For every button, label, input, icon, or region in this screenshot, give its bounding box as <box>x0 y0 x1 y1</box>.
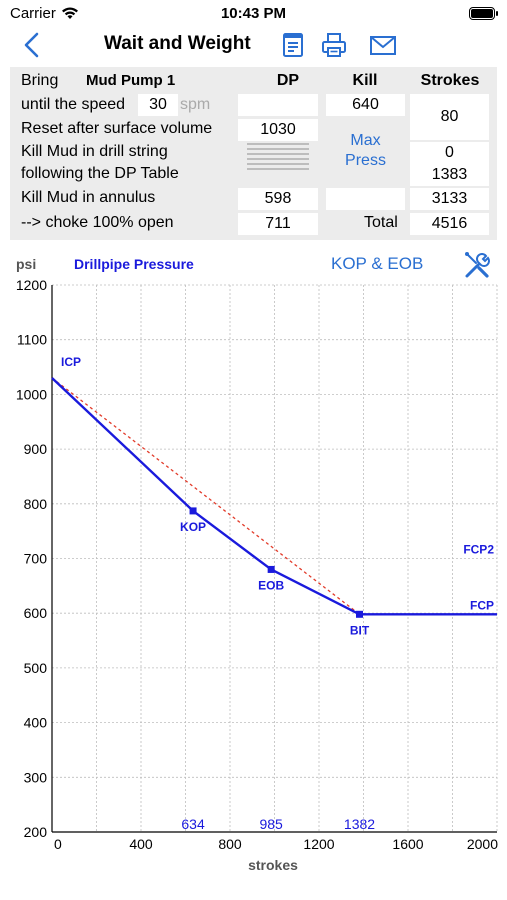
speed-input[interactable]: 30 <box>138 94 178 116</box>
total-strokes-value: 4516 <box>410 213 489 235</box>
bring-label: Bring <box>21 72 59 89</box>
battery-icon <box>469 7 498 20</box>
marker-kop <box>189 507 197 515</box>
kill-sheet-table: Bring Mud Pump 1 DP Kill Strokes until t… <box>10 67 497 240</box>
y-tick-label: 1200 <box>16 278 47 293</box>
x-tick-label: 800 <box>218 836 242 852</box>
chart-header: psi Drillpipe Pressure KOP & EOB <box>0 250 507 280</box>
marker-label-kop: KOP <box>180 520 206 534</box>
y-tick-label: 1100 <box>17 332 47 348</box>
max-press-line-1[interactable]: Max <box>350 132 381 149</box>
drillpipe-pressure-chart: 200 300 400 500 600 700 800 900 1000 1100 1200 0 400… <box>16 278 498 873</box>
annulus-label: Kill Mud in annulus <box>21 189 156 206</box>
strokes-reset-value: 0 <box>445 144 454 161</box>
x-axis-title: strokes <box>248 857 298 873</box>
y-tick-label: 800 <box>24 496 48 512</box>
marker-eob <box>267 565 275 573</box>
strokes-speed-value: 80 <box>410 94 489 140</box>
x-tick-label: 1200 <box>303 836 334 852</box>
total-label: Total <box>364 214 398 231</box>
choke-dp-value: 711 <box>238 213 318 235</box>
navigation-bar: Wait and Weight <box>0 28 507 64</box>
page-title: Wait and Weight <box>104 33 251 54</box>
carrier-label: Carrier <box>10 5 56 22</box>
choke-label: --> choke 100% open <box>21 214 174 231</box>
x-marker-985: 985 <box>259 816 283 832</box>
y-tick-label: 600 <box>24 605 48 621</box>
annotation-icp: ICP <box>61 355 81 369</box>
column-header-dp: DP <box>276 72 300 89</box>
strokes-drillstring-value: 1383 <box>431 166 468 183</box>
marker-bit <box>355 610 363 618</box>
annulus-kill-cell <box>326 188 405 210</box>
dp-table-placeholder <box>247 143 309 173</box>
back-chevron-icon[interactable] <box>18 30 48 60</box>
strokes-drillstring-box: 0 1383 <box>410 142 489 186</box>
max-press-line-2[interactable]: Press <box>345 152 386 169</box>
column-header-strokes: Strokes <box>420 72 480 89</box>
marker-label-eob: EOB <box>258 578 284 592</box>
annotation-fcp: FCP <box>470 598 494 612</box>
series-title: Drillpipe Pressure <box>74 256 194 272</box>
reference-line <box>51 377 360 615</box>
x-tick-label: 2000 <box>467 836 498 852</box>
y-tick-label: 500 <box>24 660 48 676</box>
annulus-strokes-value: 3133 <box>410 188 489 210</box>
y-tick-label: 200 <box>24 824 48 840</box>
status-bar: Carrier 10:43 PM <box>0 0 507 28</box>
kill-speed-value: 640 <box>326 94 405 116</box>
wifi-icon <box>61 7 78 19</box>
print-icon[interactable] <box>320 31 348 59</box>
annotation-fcp2: FCP2 <box>463 543 494 557</box>
dp-speed-cell <box>238 94 318 116</box>
marker-label-bit: BIT <box>350 623 370 637</box>
speed-unit: spm <box>180 96 211 113</box>
y-unit-label: psi <box>16 256 37 272</box>
x-tick-label: 1600 <box>392 836 423 852</box>
kop-eob-button[interactable]: KOP & EOB <box>331 254 424 273</box>
x-marker-634: 634 <box>181 816 205 832</box>
speed-label: until the speed <box>21 96 126 113</box>
y-tick-label: 400 <box>24 715 48 731</box>
y-tick-label: 700 <box>24 551 48 567</box>
reset-dp-value: 1030 <box>238 119 318 141</box>
document-icon[interactable] <box>279 31 307 59</box>
x-marker-1382: 1382 <box>344 816 375 832</box>
status-time: 10:43 PM <box>220 5 287 22</box>
y-tick-label: 900 <box>24 441 48 457</box>
reset-label: Reset after surface volume <box>21 120 213 137</box>
x-tick-label: 400 <box>129 836 153 852</box>
y-tick-label: 300 <box>24 769 48 785</box>
kill-drillstring-label-1: Kill Mud in drill string <box>21 143 168 160</box>
annulus-dp-value: 598 <box>238 188 318 210</box>
column-header-kill: Kill <box>352 72 378 89</box>
y-tick-label: 1000 <box>16 386 47 402</box>
tools-icon[interactable] <box>462 250 492 280</box>
carrier-group: Carrier <box>10 5 79 22</box>
kill-drillstring-label-2: following the DP Table <box>21 165 179 182</box>
pump-selector[interactable]: Mud Pump 1 <box>86 72 176 89</box>
x-tick-label: 0 <box>54 836 62 852</box>
mail-icon[interactable] <box>368 31 398 59</box>
